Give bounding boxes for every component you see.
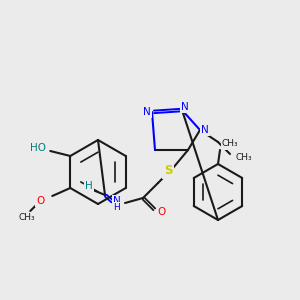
Text: H: H — [114, 203, 120, 212]
Text: N: N — [113, 196, 121, 206]
Text: O: O — [158, 207, 166, 217]
Text: N: N — [143, 107, 151, 117]
Text: CH₃: CH₃ — [222, 140, 238, 148]
Text: H: H — [85, 181, 93, 191]
Text: O: O — [36, 196, 44, 206]
Text: CH₃: CH₃ — [19, 214, 36, 223]
Text: N: N — [181, 102, 189, 112]
Text: HO: HO — [30, 143, 46, 153]
Text: N: N — [201, 125, 209, 135]
Text: S: S — [164, 164, 172, 178]
Text: CH₃: CH₃ — [236, 152, 253, 161]
